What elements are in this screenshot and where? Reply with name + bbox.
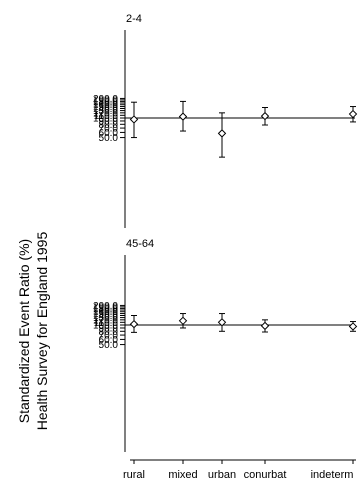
x-tick-label: indeterm xyxy=(311,469,354,481)
data-point-rural xyxy=(129,315,139,333)
y-tick-label: 120.0 xyxy=(93,315,118,326)
x-tick-label: urban xyxy=(208,469,236,481)
y-tick-label: 140.0 xyxy=(93,104,118,115)
y-tick-label: 150.0 xyxy=(93,309,118,320)
y-tick-label: 60.0 xyxy=(99,128,119,139)
y-tick-label: 120.0 xyxy=(93,108,118,119)
diamond-marker xyxy=(129,115,139,124)
y-tick-label: 90.0 xyxy=(99,116,119,127)
y-tick-label: 50.0 xyxy=(99,340,119,351)
data-point-rural xyxy=(129,101,139,139)
y-tick-label: 90.0 xyxy=(99,323,119,334)
x-tick-label: conurbat xyxy=(244,469,287,481)
y-tick-label: 110.0 xyxy=(94,111,119,122)
y-tick-label: 70.0 xyxy=(99,124,119,135)
diamond-marker xyxy=(178,112,188,121)
diamond-marker xyxy=(348,322,358,331)
panels: 2-4200.0190.0180.0170.0160.0150.0140.013… xyxy=(93,13,358,452)
y-tick-label: 160.0 xyxy=(93,307,118,318)
y-tick-label: 70.0 xyxy=(99,331,119,342)
data-point-conurbat xyxy=(260,319,270,333)
data-point-urban xyxy=(217,112,227,158)
diamond-marker xyxy=(348,109,358,119)
diamond-marker xyxy=(178,316,188,326)
x-axis: rural mixed urban conurbat indeterm xyxy=(123,459,356,481)
y-tick-label: 130.0 xyxy=(93,313,118,324)
panel-title: 45-64 xyxy=(126,238,154,250)
y-tick-label: 200.0 xyxy=(93,94,118,105)
y-tick-label: 140.0 xyxy=(93,311,118,322)
y-tick-label: 160.0 xyxy=(93,100,118,111)
diamond-marker xyxy=(260,111,270,121)
y-axis-label: Standardized Event Ratio (%) Health Surv… xyxy=(16,232,50,431)
y-tick-label: 180.0 xyxy=(93,97,118,108)
y-axis-label-line-2: Health Survey for England 1995 xyxy=(34,232,50,431)
x-tick-label: mixed xyxy=(168,469,197,481)
y-tick-label: 190.0 xyxy=(93,95,118,106)
y-tick-label: 100.0 xyxy=(93,114,118,125)
y-tick-label: 180.0 xyxy=(93,304,118,315)
y-tick-label: 200.0 xyxy=(93,301,118,312)
y-tick-label: 80.0 xyxy=(99,120,119,131)
data-point-conurbat xyxy=(260,107,270,126)
y-tick-label: 150.0 xyxy=(93,102,118,113)
data-point-indeterm xyxy=(348,106,358,123)
y-tick-label: 80.0 xyxy=(99,327,119,338)
panel-title: 2-4 xyxy=(126,13,142,25)
diamond-marker xyxy=(129,319,139,329)
data-point-mixed xyxy=(178,100,188,132)
y-tick-label: 190.0 xyxy=(93,302,118,313)
y-tick-label: 110.0 xyxy=(94,318,119,329)
x-tick-label: rural xyxy=(123,469,145,481)
y-tick-label: 60.0 xyxy=(99,335,119,346)
data-point-mixed xyxy=(178,313,188,329)
data-point-indeterm xyxy=(348,321,358,332)
y-tick-label: 50.0 xyxy=(99,133,119,144)
diamond-marker xyxy=(217,129,227,138)
panel-1: 45-64 200.0190.0180.0170.0160.0150.0140.0… xyxy=(93,238,358,452)
y-tick-label: 170.0 xyxy=(93,306,118,317)
y-axis-label-line-1: Standardized Event Ratio (%) xyxy=(16,239,32,423)
y-tick-label: 100.0 xyxy=(93,321,118,332)
y-tick-label: 130.0 xyxy=(93,106,118,117)
data-point-urban xyxy=(217,313,227,332)
y-tick-label: 170.0 xyxy=(93,99,118,110)
panel-0: 2-4 200.0190.0180.0170.0160.0150.0140.013… xyxy=(93,13,358,228)
diamond-marker xyxy=(217,318,227,327)
diamond-marker xyxy=(260,321,270,331)
